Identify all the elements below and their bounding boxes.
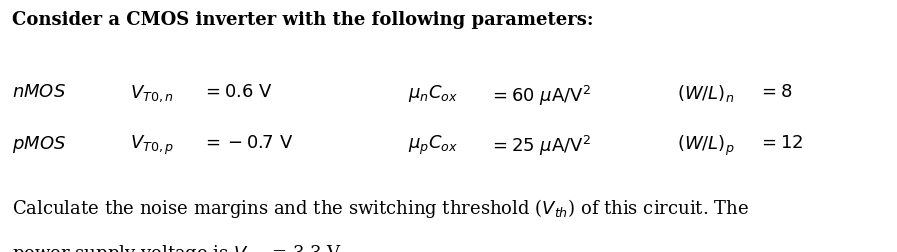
Text: $= 0.6\ \mathrm{V}$: $= 0.6\ \mathrm{V}$ xyxy=(202,83,273,101)
Text: $= 8$: $= 8$ xyxy=(758,83,792,101)
Text: $= -0.7\ \mathrm{V}$: $= -0.7\ \mathrm{V}$ xyxy=(202,134,293,151)
Text: $\mu_n C_{ox}$: $\mu_n C_{ox}$ xyxy=(408,83,458,104)
Text: $= 25\ \mu\mathrm{A/V}^2$: $= 25\ \mu\mathrm{A/V}^2$ xyxy=(489,134,591,158)
Text: $= 12$: $= 12$ xyxy=(758,134,803,151)
Text: Calculate the noise margins and the switching threshold ($V_{th}$) of this circu: Calculate the noise margins and the swit… xyxy=(12,197,748,219)
Text: $(W/L)_p$: $(W/L)_p$ xyxy=(677,134,735,158)
Text: $(W/L)_n$: $(W/L)_n$ xyxy=(677,83,735,104)
Text: $V_{T0,p}$: $V_{T0,p}$ xyxy=(130,134,174,157)
Text: $\it{nMOS}$: $\it{nMOS}$ xyxy=(12,83,65,101)
Text: $= 60\ \mu\mathrm{A/V}^2$: $= 60\ \mu\mathrm{A/V}^2$ xyxy=(489,83,591,107)
Text: power supply voltage is $V_{DD}$ = 3.3 V.: power supply voltage is $V_{DD}$ = 3.3 V… xyxy=(12,242,345,252)
Text: Consider a CMOS inverter with the following parameters:: Consider a CMOS inverter with the follow… xyxy=(12,11,593,29)
Text: $V_{T0,n}$: $V_{T0,n}$ xyxy=(130,83,174,104)
Text: $\it{pMOS}$: $\it{pMOS}$ xyxy=(12,134,65,154)
Text: $\mu_p C_{ox}$: $\mu_p C_{ox}$ xyxy=(408,134,458,157)
